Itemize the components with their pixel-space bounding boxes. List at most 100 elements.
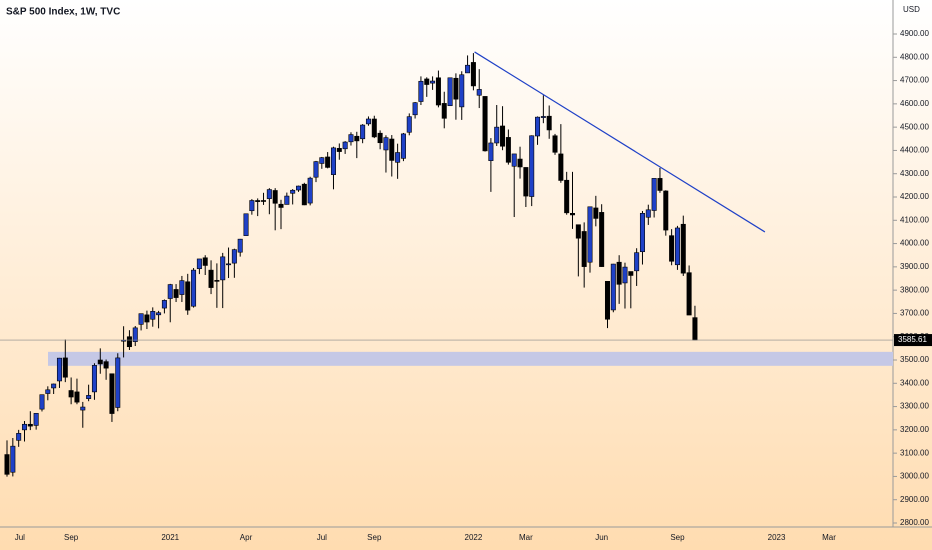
candle-body bbox=[354, 135, 360, 142]
candle-body bbox=[220, 256, 226, 281]
candle-body bbox=[505, 137, 511, 163]
candle-body bbox=[371, 118, 377, 138]
candle-body bbox=[610, 263, 616, 311]
candle-body bbox=[313, 161, 319, 178]
candle-body bbox=[430, 80, 436, 84]
candle-body bbox=[185, 281, 191, 311]
candle-body bbox=[348, 134, 354, 143]
candle-body bbox=[144, 314, 150, 323]
candle-body bbox=[424, 78, 430, 85]
candle-body bbox=[377, 132, 383, 144]
candle-body bbox=[406, 116, 412, 133]
candle-body bbox=[558, 153, 564, 181]
candle-body bbox=[325, 156, 331, 168]
candle-body bbox=[231, 249, 237, 264]
candle-body bbox=[237, 238, 243, 253]
candle-body bbox=[226, 263, 232, 266]
candle-body bbox=[342, 141, 348, 150]
candle-body bbox=[470, 62, 476, 87]
y-tick-label: 4500.00 bbox=[900, 122, 929, 131]
candle-body bbox=[202, 257, 208, 266]
candle-body bbox=[453, 77, 459, 100]
y-tick-label: 4100.00 bbox=[900, 215, 929, 224]
y-tick-label: 2800.00 bbox=[900, 518, 929, 527]
candle-body bbox=[459, 74, 465, 108]
candle-body bbox=[575, 224, 581, 239]
candle-body bbox=[74, 391, 80, 403]
candle-body bbox=[319, 157, 325, 164]
candle-body bbox=[196, 258, 202, 270]
candle-body bbox=[593, 207, 599, 219]
candle-body bbox=[447, 77, 453, 107]
candle-body bbox=[564, 179, 570, 214]
candle-body bbox=[80, 406, 86, 411]
candle-body bbox=[126, 336, 132, 348]
candle-body bbox=[634, 252, 640, 272]
candle-body bbox=[529, 135, 535, 197]
candle-body bbox=[663, 190, 669, 231]
x-tick-label: Jun bbox=[595, 533, 608, 542]
candle-body bbox=[156, 312, 162, 316]
candle-body bbox=[622, 266, 628, 284]
candle-body bbox=[587, 206, 593, 263]
candle-body bbox=[86, 395, 92, 399]
candle-body bbox=[68, 390, 74, 398]
candle-body bbox=[680, 223, 686, 274]
x-tick-label: 2023 bbox=[768, 533, 786, 542]
candle-body bbox=[511, 153, 517, 167]
candle-body bbox=[243, 213, 249, 236]
y-tick-label: 4200.00 bbox=[900, 192, 929, 201]
candle-body bbox=[651, 178, 657, 211]
y-tick-label: 4300.00 bbox=[900, 169, 929, 178]
x-tick-label: Jul bbox=[317, 533, 327, 542]
x-tick-label: Jul bbox=[15, 533, 25, 542]
candle-body bbox=[581, 231, 587, 267]
candle-body bbox=[645, 209, 651, 218]
candle-body bbox=[4, 454, 10, 475]
candle-body bbox=[336, 148, 342, 152]
candle-body bbox=[604, 280, 610, 320]
candle-body bbox=[570, 213, 576, 216]
candle-body bbox=[97, 359, 103, 365]
x-tick-label: 2021 bbox=[161, 533, 179, 542]
x-tick-label: Mar bbox=[519, 533, 533, 542]
candle-body bbox=[301, 183, 307, 206]
candle-body bbox=[21, 423, 27, 431]
y-tick-label: 3300.00 bbox=[900, 402, 929, 411]
candle-body bbox=[546, 115, 552, 131]
candle-body bbox=[476, 89, 482, 96]
candle-body bbox=[400, 133, 406, 159]
candle-body bbox=[330, 147, 336, 175]
y-tick-label: 4000.00 bbox=[900, 239, 929, 248]
candle-body bbox=[639, 213, 645, 253]
y-tick-label: 4600.00 bbox=[900, 99, 929, 108]
candle-body bbox=[418, 80, 424, 102]
trendline bbox=[474, 51, 766, 233]
candle-body bbox=[51, 383, 57, 389]
y-tick-label: 4800.00 bbox=[900, 52, 929, 61]
candle-body bbox=[599, 212, 605, 267]
candle-body bbox=[657, 178, 663, 191]
candle-body bbox=[62, 357, 68, 378]
candle-body bbox=[488, 142, 494, 161]
candle-body bbox=[272, 190, 278, 204]
candle-body bbox=[261, 200, 267, 202]
candle-body bbox=[132, 327, 138, 342]
y-tick-label: 3700.00 bbox=[900, 309, 929, 318]
candle-body bbox=[266, 189, 272, 199]
candle-body bbox=[45, 389, 51, 394]
x-tick-label: Sep bbox=[367, 533, 382, 542]
candle-body bbox=[616, 261, 622, 285]
candle-body bbox=[669, 235, 675, 262]
candle-body bbox=[16, 433, 22, 441]
candle-body bbox=[500, 125, 506, 147]
y-tick-label: 3800.00 bbox=[900, 285, 929, 294]
candle-body bbox=[56, 357, 62, 382]
candle-body bbox=[389, 138, 395, 161]
y-tick-label: 3400.00 bbox=[900, 378, 929, 387]
candle-body bbox=[482, 96, 488, 152]
y-tick-label: 3000.00 bbox=[900, 472, 929, 481]
y-tick-label: 3200.00 bbox=[900, 425, 929, 434]
